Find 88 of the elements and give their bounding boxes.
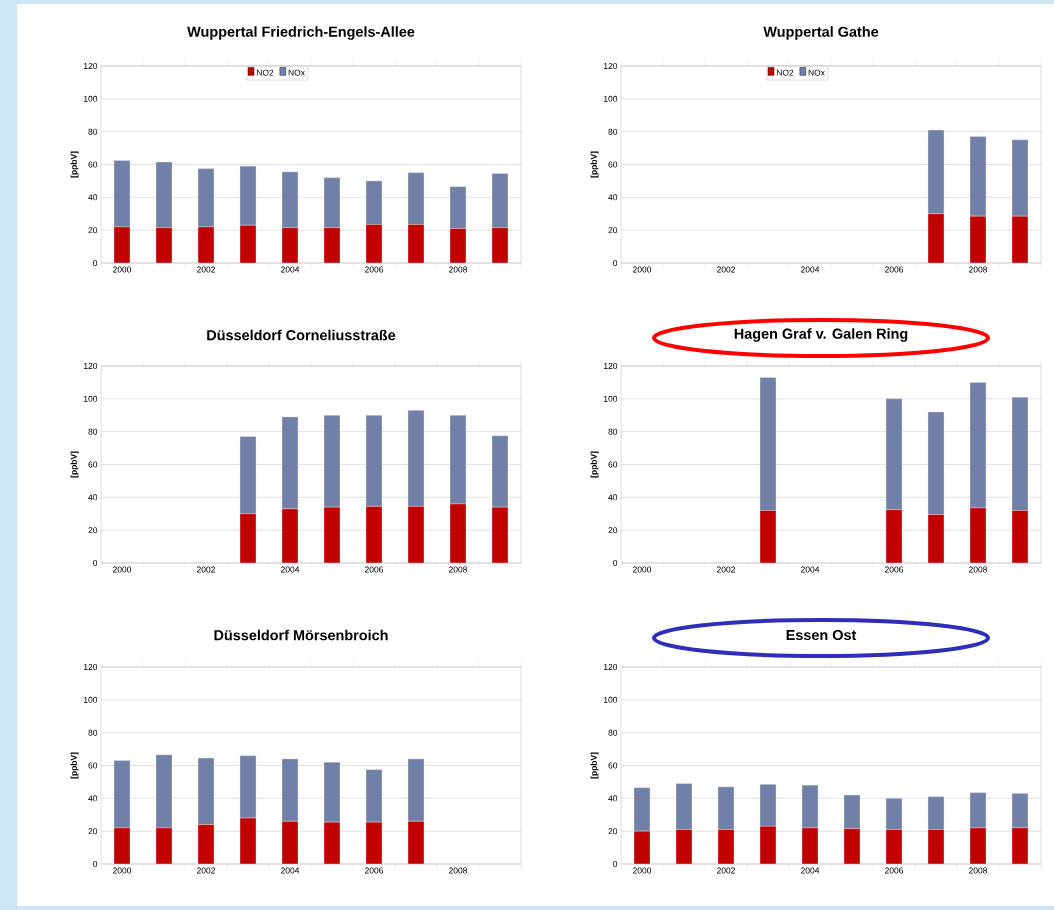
x-tick-label: 2004	[801, 566, 820, 573]
y-tick-label: 60	[608, 762, 618, 769]
y-tick-label: 0	[93, 861, 98, 867]
y-tick-label: 100	[604, 696, 618, 703]
y-tick-label: 100	[83, 95, 98, 102]
y-tick-label: 40	[608, 795, 618, 802]
legend-label: NO2	[256, 69, 274, 76]
y-tick-label: 20	[88, 828, 98, 835]
y-tick-label: 100	[604, 395, 618, 402]
y-tick-label: 80	[88, 729, 98, 736]
y-tick-label: 40	[88, 494, 98, 501]
y-tick-label: 120	[83, 63, 98, 69]
y-tick-label: 100	[604, 95, 618, 102]
y-tick-label: 20	[608, 828, 618, 835]
y-axis-title: [ppbV]	[590, 451, 599, 478]
x-tick-label: 2000	[113, 566, 132, 573]
x-tick-label: 2008	[969, 566, 988, 573]
y-tick-label: 0	[613, 260, 618, 266]
x-tick-label: 2004	[281, 867, 300, 874]
y-tick-label: 20	[88, 227, 98, 234]
chart-title: Essen Ost	[786, 629, 857, 641]
x-tick-label: 2006	[365, 266, 384, 273]
x-tick-label: 2002	[197, 867, 215, 874]
x-tick-label: 2002	[717, 266, 735, 273]
y-axis-title: [ppbV]	[590, 151, 599, 178]
y-tick-label: 120	[83, 664, 98, 670]
chart-title: Düsseldorf Mörsenbroich	[214, 629, 388, 641]
x-tick-label: 2008	[969, 266, 988, 273]
y-tick-label: 80	[88, 428, 98, 435]
x-tick-label: 2004	[801, 867, 820, 874]
x-tick-label: 2006	[885, 566, 904, 573]
chart-title: Wuppertal Gathe	[763, 26, 879, 40]
y-tick-label: 60	[608, 461, 618, 468]
y-axis-title: [ppbV]	[70, 752, 79, 779]
y-tick-label: 0	[613, 560, 618, 566]
x-tick-label: 2008	[449, 566, 468, 573]
legend-label: NOx	[808, 69, 825, 76]
y-tick-label: 60	[608, 161, 618, 168]
chart-title: Düsseldorf Corneliusstraße	[207, 329, 396, 341]
y-tick-label: 60	[88, 762, 98, 769]
y-tick-label: 80	[608, 428, 618, 435]
y-tick-label: 60	[88, 161, 98, 168]
y-tick-label: 120	[604, 63, 618, 69]
x-tick-label: 2006	[885, 266, 904, 273]
y-tick-label: 60	[88, 461, 98, 468]
y-tick-label: 40	[608, 494, 618, 501]
x-tick-label: 2004	[801, 266, 820, 273]
y-tick-label: 20	[608, 527, 618, 534]
y-tick-label: 0	[93, 260, 98, 266]
y-tick-label: 0	[93, 560, 98, 566]
y-tick-label: 120	[604, 363, 618, 369]
chart-title: Hagen Graf v. Galen Ring	[734, 328, 908, 342]
y-tick-label: 0	[613, 861, 618, 867]
y-tick-label: 40	[608, 194, 618, 201]
y-tick-label: 40	[88, 795, 98, 802]
x-tick-label: 2002	[717, 566, 735, 573]
x-tick-label: 2002	[197, 566, 215, 573]
x-tick-label: 2002	[197, 266, 215, 273]
chart-title: Wuppertal Friedrich-Engels-Allee	[187, 26, 415, 40]
y-tick-label: 80	[608, 128, 618, 135]
legend-label: NOx	[288, 69, 305, 76]
y-axis-title: [ppbV]	[590, 752, 599, 779]
x-tick-label: 2004	[281, 266, 300, 273]
x-tick-label: 2008	[969, 867, 988, 874]
y-tick-label: 20	[88, 527, 98, 534]
x-tick-label: 2006	[365, 867, 384, 874]
x-tick-label: 2004	[281, 566, 300, 573]
y-tick-label: 20	[608, 227, 618, 234]
y-tick-label: 100	[83, 395, 98, 402]
x-tick-label: 2000	[633, 266, 652, 273]
x-tick-label: 2006	[885, 867, 904, 874]
x-tick-label: 2000	[113, 867, 132, 874]
x-tick-label: 2002	[717, 867, 735, 874]
y-tick-label: 120	[83, 363, 98, 369]
y-tick-label: 120	[604, 664, 618, 670]
y-tick-label: 80	[88, 128, 98, 135]
legend-label: NO2	[776, 69, 794, 76]
x-tick-label: 2006	[365, 566, 384, 573]
x-tick-label: 2008	[449, 266, 468, 273]
y-axis-title: [ppbV]	[70, 151, 79, 178]
y-axis-title: [ppbV]	[70, 451, 79, 478]
y-tick-label: 40	[88, 194, 98, 201]
x-tick-label: 2008	[449, 867, 468, 874]
y-tick-label: 100	[83, 696, 98, 703]
x-tick-label: 2000	[633, 867, 652, 874]
x-tick-label: 2000	[633, 566, 652, 573]
y-tick-label: 80	[608, 729, 618, 736]
x-tick-label: 2000	[113, 266, 132, 273]
